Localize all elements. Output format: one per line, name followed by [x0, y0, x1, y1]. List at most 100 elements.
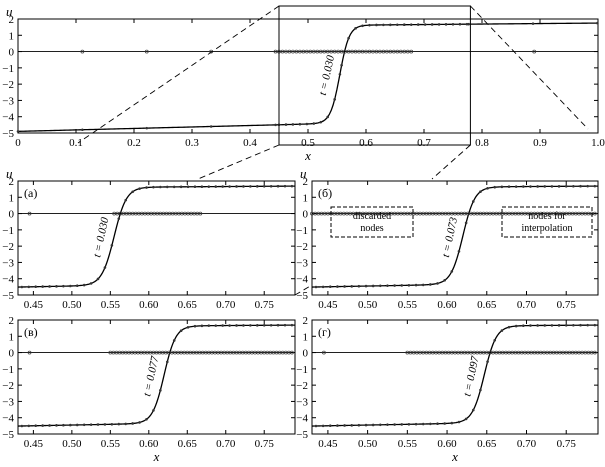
- y-tick-label: 0: [303, 348, 309, 360]
- curve-node-marker: [269, 323, 273, 327]
- curve-node-marker: [421, 283, 425, 287]
- curve-node-marker: [274, 123, 277, 127]
- curve-node-marker: [407, 422, 411, 426]
- grid-node-marker: [80, 49, 85, 54]
- curve-node-marker: [443, 278, 446, 282]
- x-tick-label: 0.75: [255, 299, 275, 311]
- curve-node-marker: [75, 284, 79, 287]
- y-tick-label: 1: [303, 331, 309, 343]
- curve-node-marker: [450, 270, 454, 273]
- y-tick-label: 1: [9, 192, 15, 204]
- curve-node-marker: [228, 324, 231, 327]
- curve-node-marker: [557, 324, 561, 327]
- curve-node-marker: [235, 324, 238, 327]
- chart-panel-main: 210−1−2−3−4−50 0.1 0.2 0.3 0.4 0.5 0.6 0.7 0.8 0.…: [2, 4, 605, 163]
- x-tick-label: 0.65: [477, 299, 497, 311]
- grid-node-marker: [398, 49, 403, 54]
- curve-node-marker: [543, 324, 547, 327]
- y-tick-label: 2: [9, 315, 15, 327]
- curve-node-marker: [249, 185, 252, 188]
- grid-node-marker: [367, 49, 372, 54]
- curve-node-marker: [34, 285, 37, 289]
- curve-node-marker: [193, 185, 197, 189]
- curve-node-marker: [371, 284, 375, 288]
- curve-node-marker: [338, 72, 342, 76]
- x-tick-label: 0.75: [557, 299, 577, 311]
- y-tick-label: 1: [303, 192, 309, 204]
- y-tick-label: −3: [2, 396, 14, 408]
- y-axis-label: u: [6, 4, 13, 19]
- curve-node-marker: [423, 23, 427, 26]
- solution-curve: [311, 324, 598, 427]
- curve-node-marker: [242, 324, 245, 327]
- annotation-line: nodes for: [528, 211, 566, 222]
- grid-node-marker: [385, 49, 389, 54]
- x-tick-label: 0.55: [398, 438, 418, 450]
- x-tick-label: 0.6: [359, 137, 373, 149]
- zoom-connector: [431, 144, 471, 180]
- grid-node-marker: [325, 49, 330, 54]
- curve-node-marker: [62, 284, 65, 288]
- curve-node-marker: [283, 323, 287, 327]
- curve-node-marker: [357, 423, 361, 427]
- curve-node-marker: [371, 423, 375, 427]
- curve-node-marker: [389, 23, 392, 27]
- y-tick-label: −3: [296, 257, 308, 269]
- grid-node-marker: [592, 350, 597, 355]
- curve-node-marker: [479, 190, 482, 194]
- curve-node-marker: [290, 323, 294, 327]
- x-tick-label: 0.70: [216, 299, 236, 311]
- y-tick-label: −4: [2, 413, 14, 425]
- curve-node-marker: [193, 324, 197, 328]
- grid-node-marker: [388, 49, 393, 54]
- curve-node-marker: [354, 27, 357, 30]
- curve-node-marker: [443, 422, 446, 425]
- grid-node-marker: [322, 350, 326, 355]
- zoom-connector: [470, 5, 589, 130]
- curve-node-marker: [457, 250, 461, 253]
- y-tick-label: −3: [2, 257, 14, 269]
- curve-node-marker: [131, 422, 134, 425]
- curve-node-marker: [396, 23, 399, 27]
- curve-node-marker: [48, 424, 51, 427]
- curve-node-marker: [291, 123, 295, 126]
- curve-node-marker: [228, 185, 231, 188]
- curve-node-marker: [531, 22, 535, 25]
- x-tick-label: 0.70: [517, 438, 537, 450]
- grid-node-marker: [290, 350, 294, 355]
- grid-node-marker: [592, 211, 597, 216]
- x-tick-label: 0.45: [318, 299, 338, 311]
- curve-node-marker: [117, 217, 121, 220]
- curve-node-marker: [386, 423, 389, 426]
- x-tick-label: 0.3: [185, 137, 199, 149]
- curve-node-marker: [414, 283, 418, 287]
- x-tick-label: 1.0: [591, 137, 605, 149]
- curve-node-marker: [159, 185, 162, 189]
- curve-node-marker: [209, 125, 213, 128]
- curve-node-marker: [572, 184, 575, 188]
- curve-node-marker: [262, 323, 266, 327]
- x-tick-label: 0: [15, 137, 21, 149]
- curve-node-marker: [579, 323, 582, 327]
- curve-node-marker: [34, 424, 37, 428]
- y-tick-label: 0: [9, 348, 15, 360]
- curve-node-marker: [471, 408, 475, 412]
- curve-node-marker: [89, 282, 93, 285]
- curve-node-marker: [20, 424, 24, 428]
- y-tick-label: −5: [296, 290, 308, 302]
- curve-node-marker: [430, 23, 434, 26]
- curve-node-marker: [557, 185, 561, 188]
- curve-node-marker: [522, 185, 525, 188]
- curve-node-marker: [379, 284, 382, 288]
- curve-node-marker: [471, 200, 475, 203]
- y-tick-label: −1: [296, 364, 308, 376]
- curve-node-marker: [179, 185, 183, 189]
- curve-node-marker: [321, 424, 325, 428]
- grid-node-marker: [353, 49, 358, 54]
- curve-node-marker: [407, 283, 411, 287]
- plot-frame: [17, 319, 296, 435]
- x-tick-label: 0.70: [517, 299, 537, 311]
- curve-node-marker: [451, 22, 455, 26]
- curve-node-marker: [41, 424, 44, 427]
